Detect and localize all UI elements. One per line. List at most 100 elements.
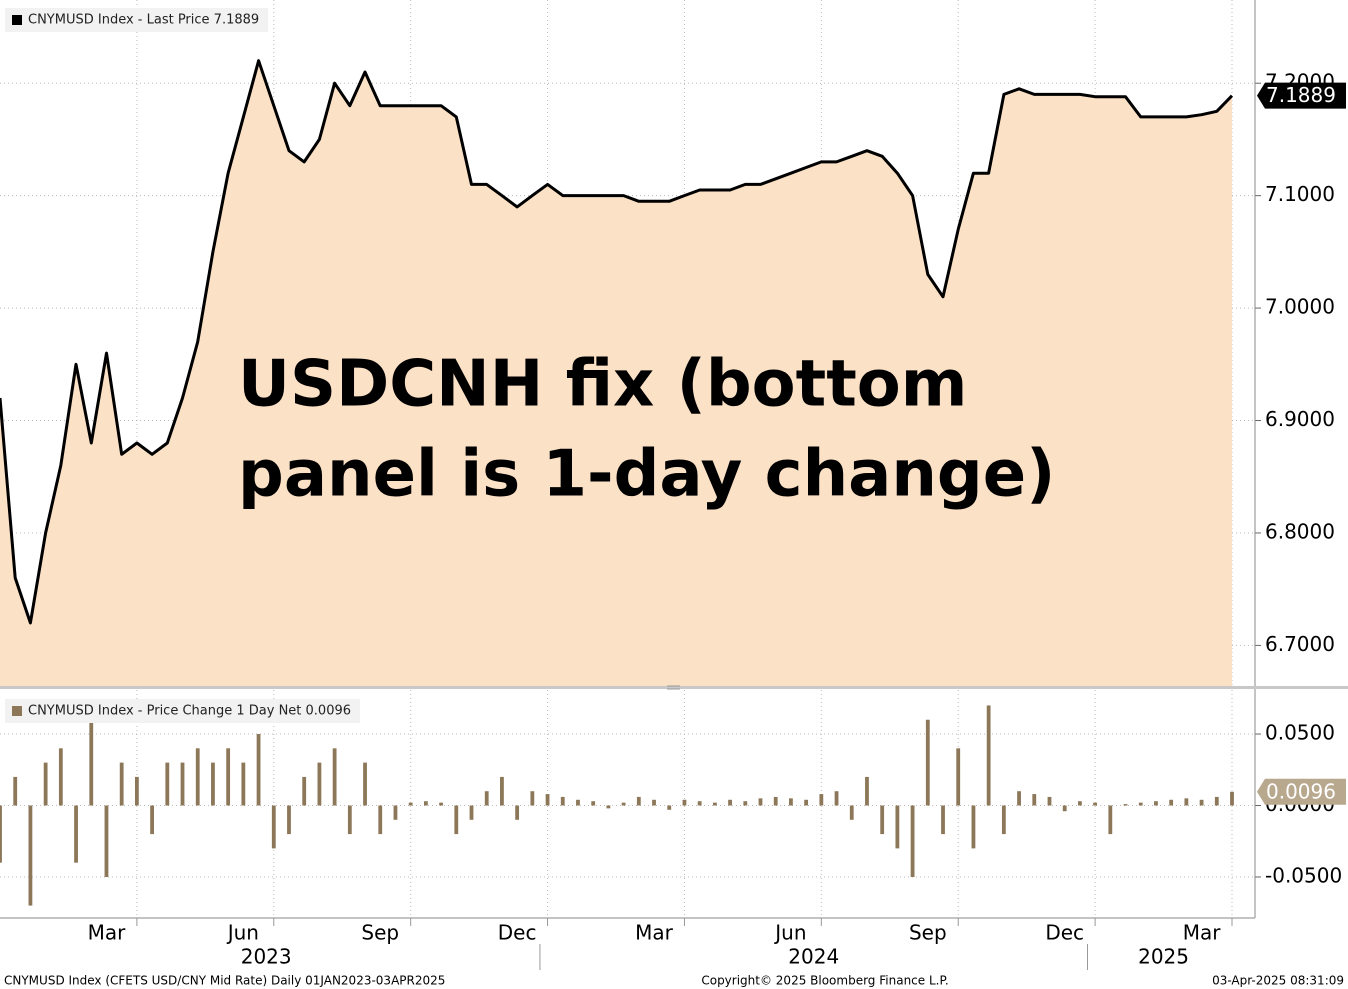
bar: [728, 799, 732, 806]
bar: [636, 796, 641, 806]
bar: [971, 805, 976, 849]
bar: [712, 802, 717, 806]
annotation: USDCNH fix (bottom: [238, 348, 967, 422]
bar: [560, 796, 565, 806]
legend-swatch: [12, 15, 22, 25]
bar: [515, 805, 520, 820]
bar: [1154, 801, 1158, 806]
bar: [576, 799, 580, 806]
x-tick-label: Dec: [498, 921, 537, 945]
y-tick-label: -0.0500: [1265, 863, 1342, 887]
footer-center: Copyright© 2025 Bloomberg Finance L.P.: [701, 974, 948, 988]
bar: [1047, 796, 1052, 806]
bar: [241, 762, 246, 806]
bar: [1199, 799, 1204, 806]
y-tick-label: 7.0000: [1265, 295, 1335, 319]
bar: [43, 762, 48, 806]
bar: [1062, 805, 1067, 812]
bar: [621, 802, 626, 806]
bar: [545, 794, 550, 806]
bar: [986, 705, 991, 806]
annotation: panel is 1-day change): [238, 438, 1055, 512]
x-group-label: 2023: [241, 945, 292, 969]
bar: [789, 798, 793, 806]
bar: [1123, 804, 1128, 806]
bar: [119, 762, 124, 806]
bar: [74, 805, 78, 863]
bar: [925, 719, 930, 806]
legend: CNYMUSD Index - Price Change 1 Day Net 0…: [5, 699, 361, 723]
bar: [104, 805, 109, 877]
bar: [1184, 798, 1189, 806]
bar: [1017, 791, 1021, 806]
legend-swatch: [12, 706, 22, 716]
bar: [469, 805, 474, 820]
bar: [134, 776, 139, 806]
bar: [0, 805, 2, 863]
bar: [226, 748, 231, 806]
bar: [667, 805, 672, 810]
bar: [1001, 805, 1006, 835]
bar: [804, 799, 809, 806]
bar: [743, 801, 748, 806]
bar: [1230, 791, 1234, 806]
bar: [423, 801, 428, 806]
value-tag: [1257, 778, 1346, 805]
footer-right: 03-Apr-2025 08:31:09: [1212, 974, 1344, 988]
bar: [682, 799, 687, 806]
bar: [484, 791, 489, 806]
bar: [697, 801, 702, 806]
bar: [956, 748, 961, 806]
bar: [1093, 802, 1098, 806]
legend-box: [5, 8, 269, 32]
bar: [302, 776, 307, 806]
bar: [865, 776, 869, 806]
bar: [287, 805, 291, 835]
footer-left: CNYMUSD Index (CFETS USD/CNY Mid Rate) D…: [4, 974, 445, 988]
bar: [895, 805, 900, 849]
x-tick-label: Sep: [361, 921, 399, 945]
y-tick-label: 6.9000: [1265, 407, 1335, 431]
bar: [652, 799, 656, 806]
x-tick-label: Jun: [773, 921, 806, 945]
bar: [28, 805, 33, 906]
x-tick-label: Jun: [226, 921, 259, 945]
value-tag-label: 0.0096: [1266, 779, 1336, 803]
bar: [58, 748, 63, 806]
bar: [500, 776, 504, 806]
legend-label: CNYMUSD Index - Price Change 1 Day Net 0…: [28, 704, 351, 719]
bar: [256, 734, 261, 806]
bar: [819, 794, 824, 806]
area-fill: [0, 60, 1232, 687]
bar: [530, 791, 535, 806]
bar: [317, 762, 322, 806]
bar: [591, 801, 596, 806]
x-group-label: 2025: [1138, 945, 1189, 969]
bar: [1169, 799, 1174, 806]
panel-separator: [0, 686, 1348, 689]
x-tick-label: Mar: [635, 921, 674, 945]
bar: [1138, 802, 1143, 806]
x-tick-label: Mar: [1183, 921, 1222, 945]
bar: [1108, 805, 1113, 835]
bar: [165, 762, 170, 806]
bar: [606, 805, 611, 809]
bar: [849, 805, 854, 820]
bar: [1078, 801, 1082, 806]
bar: [1032, 794, 1037, 806]
bar: [332, 748, 337, 806]
bar: [195, 748, 200, 806]
bar: [773, 796, 778, 806]
bar: [211, 762, 215, 806]
bar: [758, 798, 763, 806]
bar: [378, 805, 383, 835]
legend-label: CNYMUSD Index - Last Price 7.1889: [28, 13, 259, 28]
bar: [941, 805, 945, 835]
bar: [408, 802, 413, 806]
bar: [454, 805, 459, 835]
value-tag-label: 7.1889: [1266, 83, 1336, 107]
x-tick-label: Sep: [909, 921, 947, 945]
bar: [1214, 796, 1219, 806]
legend: CNYMUSD Index - Last Price 7.1889: [5, 8, 269, 32]
